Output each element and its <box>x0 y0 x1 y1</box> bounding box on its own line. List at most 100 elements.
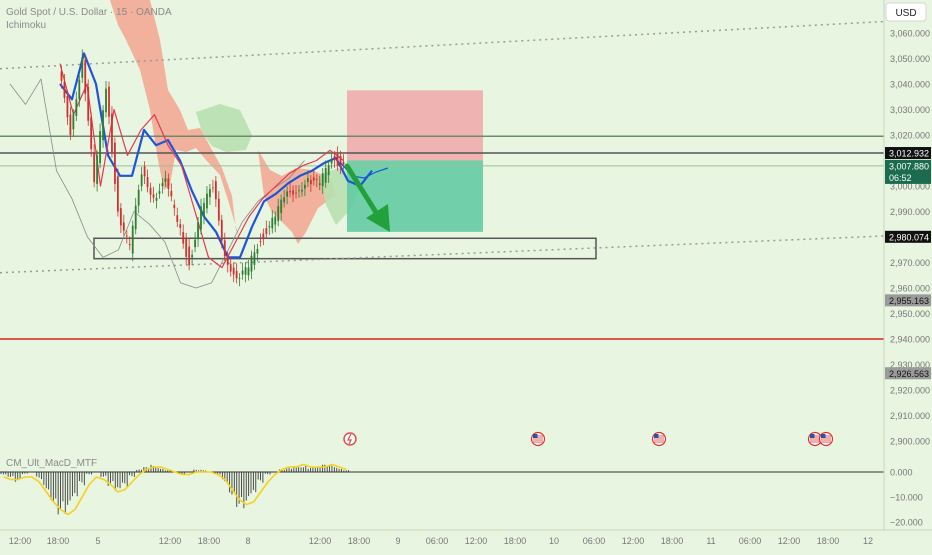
price-label-text: 2,926.563 <box>889 369 929 379</box>
price-tick-label: 2,900.000 <box>890 437 930 447</box>
time-tick-label: 18:00 <box>348 536 371 546</box>
candle-body <box>108 86 110 117</box>
ichimoku-cloud <box>110 0 360 244</box>
candle-body <box>63 81 66 98</box>
symbol-title[interactable]: Gold Spot / U.S. Dollar · 15 · OANDA <box>6 7 172 18</box>
us-flag-icon[interactable] <box>651 431 667 447</box>
event-markers[interactable] <box>343 431 834 447</box>
candle-body <box>99 131 101 164</box>
candle-body <box>229 264 232 272</box>
candle-body <box>90 117 93 150</box>
time-tick-label: 06:00 <box>583 536 606 546</box>
candle-body <box>280 199 283 213</box>
candle-body <box>167 178 170 190</box>
ichimoku-label[interactable]: Ichimoku <box>6 20 46 31</box>
macd-tick-label: 0.000 <box>890 468 913 478</box>
time-tick-label: 18:00 <box>661 536 684 546</box>
bolt-glyph <box>346 433 353 445</box>
candle-body <box>265 228 268 234</box>
position-zones[interactable] <box>93 90 597 260</box>
price-axis[interactable]: 3,060.000 3,050.000 3,040.000 3,030.000 3,02… <box>890 29 930 447</box>
candle-body <box>206 193 208 209</box>
candle-body <box>217 198 220 221</box>
price-labels: 3,012.932 3,007.880 06:52 2,980.074 2,955.16… <box>885 147 931 380</box>
time-tick-label: 12:00 <box>778 536 801 546</box>
price-tick-label: 2,990.000 <box>890 207 930 217</box>
time-tick-label: 18:00 <box>817 536 840 546</box>
candle-body <box>211 187 214 189</box>
price-tick-label: 3,020.000 <box>890 131 930 141</box>
cloud-bull <box>196 104 252 152</box>
time-tick-label: 8 <box>245 536 250 546</box>
candle-body <box>271 217 274 229</box>
candle-body <box>131 225 134 254</box>
macd-axis: 0.000 −10.000 −20.000 <box>890 468 923 528</box>
candle-body <box>170 190 173 197</box>
price-tick-label: 2,950.000 <box>890 309 930 319</box>
time-tick-label: 12 <box>863 536 873 546</box>
price-label-text: 2,955.163 <box>889 296 929 306</box>
candle-body <box>75 99 78 116</box>
price-label-box <box>885 367 931 380</box>
price-tick-label: 2,920.000 <box>890 386 930 396</box>
candle-body <box>318 183 321 185</box>
currency-button[interactable]: USD <box>885 2 927 22</box>
candle-body <box>339 155 342 167</box>
time-axis[interactable]: 12:00 18:00 5 12:00 18:00 8 12:00 18:00 9 06:00 12… <box>9 536 873 546</box>
candle-body <box>304 184 306 189</box>
candle-body <box>173 204 176 209</box>
candle-body <box>274 216 277 225</box>
price-label-box <box>885 159 931 184</box>
price-tick-label: 2,970.000 <box>890 258 930 268</box>
time-tick-label: 12:00 <box>159 536 182 546</box>
candle-body <box>226 256 229 265</box>
candle-body <box>128 244 131 246</box>
us-flag-icon[interactable] <box>818 431 834 447</box>
flag-canton <box>533 434 538 438</box>
time-tick-label: 18:00 <box>47 536 70 546</box>
candle-body <box>342 161 345 165</box>
candle-body <box>116 176 119 212</box>
time-tick-label: 11 <box>706 536 715 546</box>
candle-body <box>238 278 241 280</box>
candle-body <box>321 173 324 187</box>
candle-body <box>333 155 336 161</box>
candle-body <box>188 246 191 266</box>
candle-body <box>197 222 199 240</box>
bolt-icon[interactable] <box>343 432 357 446</box>
candle-body <box>81 57 84 78</box>
candle-body <box>259 241 262 243</box>
currency-label: USD <box>895 8 916 19</box>
candle-body <box>161 183 164 186</box>
candle-body <box>223 240 226 257</box>
macd-label[interactable]: CM_Ult_MacD_MTF <box>6 458 97 469</box>
price-label-box <box>885 230 931 243</box>
demand-box[interactable] <box>93 237 597 260</box>
stop-loss-zone[interactable] <box>347 90 483 161</box>
candle-body <box>84 59 87 94</box>
candle-body <box>268 226 271 228</box>
price-tick-label: 2,910.000 <box>890 411 930 421</box>
drawing-lines[interactable] <box>0 20 885 340</box>
macd-signal-line <box>3 463 347 516</box>
candle-body <box>182 232 185 244</box>
candle-body <box>87 87 90 121</box>
candle-body <box>185 238 188 257</box>
candle-body <box>114 142 116 184</box>
candle-body <box>286 191 289 197</box>
macd-pane <box>0 463 884 516</box>
time-tick-label: 06:00 <box>739 536 762 546</box>
candle-body <box>327 165 330 176</box>
time-tick-label: 12:00 <box>309 536 332 546</box>
price-label-box <box>885 147 931 160</box>
candle-body <box>66 95 69 118</box>
price-tick-label: 3,000.000 <box>890 182 930 192</box>
candle-body <box>256 248 259 254</box>
price-series <box>9 49 390 289</box>
candle-body <box>69 114 72 135</box>
candle-body <box>152 194 155 198</box>
us-flag-icon[interactable] <box>530 431 546 447</box>
